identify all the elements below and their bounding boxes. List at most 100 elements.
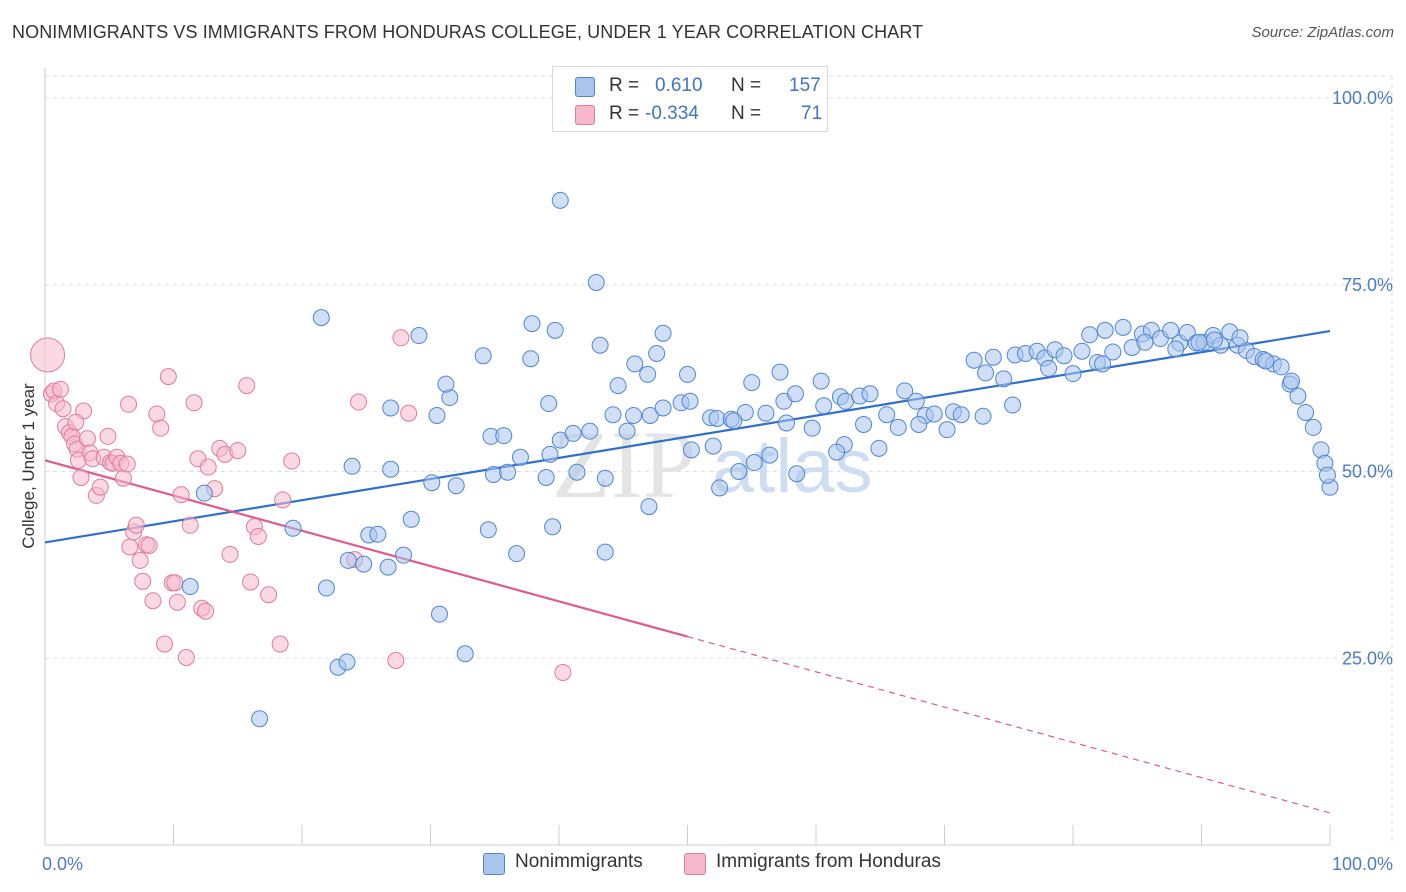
series-immigrants-points xyxy=(30,329,572,681)
point-nonimmigrants xyxy=(1114,318,1132,336)
point-nonimmigrants xyxy=(1040,359,1058,377)
point-nonimmigrants xyxy=(654,324,672,342)
point-immigrants xyxy=(260,586,278,604)
point-immigrants xyxy=(274,491,292,509)
legend-swatch-blue xyxy=(575,77,595,97)
legend-n-label: N = xyxy=(731,75,762,96)
point-nonimmigrants xyxy=(761,446,779,464)
point-immigrants xyxy=(131,551,149,569)
series-nonimmigrants-points xyxy=(181,191,1339,728)
point-nonimmigrants xyxy=(338,653,356,671)
point-nonimmigrants xyxy=(402,510,420,528)
point-nonimmigrants xyxy=(618,422,636,440)
y-tick-label: 100.0% xyxy=(1332,88,1393,108)
point-nonimmigrants xyxy=(609,377,627,395)
point-nonimmigrants xyxy=(395,546,413,564)
point-immigrants xyxy=(121,538,139,556)
point-immigrants xyxy=(78,430,96,448)
point-nonimmigrants xyxy=(952,406,970,424)
legend-swatch-pink xyxy=(575,105,595,125)
legend-r-label: R = xyxy=(609,75,640,96)
point-nonimmigrants xyxy=(551,191,569,209)
trend-lines xyxy=(44,329,1331,814)
legend-label: Nonimmigrants xyxy=(515,851,643,872)
point-nonimmigrants xyxy=(587,274,605,292)
point-nonimmigrants xyxy=(855,415,873,433)
point-nonimmigrants xyxy=(861,385,879,403)
point-nonimmigrants xyxy=(938,421,956,439)
legend-swatch-pink xyxy=(684,853,706,875)
point-nonimmigrants xyxy=(1136,333,1154,351)
point-immigrants xyxy=(185,394,203,412)
point-nonimmigrants xyxy=(626,355,644,373)
axes xyxy=(44,68,1331,846)
legend-r-value: -0.334 xyxy=(645,103,699,124)
point-nonimmigrants xyxy=(544,518,562,536)
y-tick-label: 25.0% xyxy=(1342,648,1393,668)
point-immigrants xyxy=(148,405,166,423)
point-nonimmigrants xyxy=(925,405,943,423)
point-immigrants xyxy=(91,478,109,496)
source-credit: Source: ZipAtlas.com xyxy=(1251,24,1394,41)
point-nonimmigrants xyxy=(639,365,657,383)
point-nonimmigrants xyxy=(1257,352,1275,370)
point-nonimmigrants xyxy=(730,463,748,480)
point-nonimmigrants xyxy=(1272,358,1290,376)
point-nonimmigrants xyxy=(736,403,754,421)
point-nonimmigrants xyxy=(682,441,700,459)
point-immigrants xyxy=(51,380,69,398)
point-immigrants xyxy=(114,469,132,487)
point-nonimmigrants xyxy=(1318,466,1336,484)
point-nonimmigrants xyxy=(641,406,659,424)
point-immigrants xyxy=(221,545,239,563)
point-immigrants xyxy=(283,452,301,470)
point-nonimmigrants xyxy=(1205,331,1223,349)
point-nonimmigrants xyxy=(1297,403,1315,421)
point-immigrants xyxy=(30,337,66,373)
point-nonimmigrants xyxy=(591,336,609,354)
point-immigrants xyxy=(156,635,174,653)
point-immigrants xyxy=(242,573,260,591)
point-nonimmigrants xyxy=(499,463,517,481)
point-nonimmigrants xyxy=(456,645,474,663)
point-nonimmigrants xyxy=(495,427,513,445)
point-immigrants xyxy=(120,395,138,413)
legend-swatch-blue xyxy=(483,853,505,875)
point-nonimmigrants xyxy=(965,351,983,369)
point-nonimmigrants xyxy=(907,392,925,410)
x-tick-label: 0.0% xyxy=(42,854,83,874)
point-nonimmigrants xyxy=(708,409,726,427)
point-nonimmigrants xyxy=(745,454,763,472)
point-nonimmigrants xyxy=(1104,343,1122,361)
y-axis-title: College, Under 1 year xyxy=(19,383,38,549)
point-immigrants xyxy=(392,329,410,347)
point-nonimmigrants xyxy=(1094,355,1112,373)
point-nonimmigrants xyxy=(648,344,666,362)
point-nonimmigrants xyxy=(984,348,1002,366)
trend-line-nonimmigrants xyxy=(44,329,1331,544)
point-nonimmigrants xyxy=(889,418,907,436)
point-immigrants xyxy=(67,413,85,431)
point-nonimmigrants xyxy=(604,406,622,424)
point-nonimmigrants xyxy=(474,347,492,365)
point-immigrants xyxy=(72,468,90,486)
point-nonimmigrants xyxy=(828,443,846,461)
y-tick-label: 75.0% xyxy=(1342,275,1393,295)
point-immigrants xyxy=(140,536,158,554)
point-nonimmigrants xyxy=(284,519,302,537)
point-immigrants xyxy=(554,663,572,681)
legend-n-value: 157 xyxy=(789,75,821,96)
point-nonimmigrants xyxy=(1081,326,1099,344)
legend-n-value: 71 xyxy=(801,103,823,124)
point-nonimmigrants xyxy=(484,465,502,483)
point-immigrants xyxy=(159,368,177,386)
trend-line-immigrants xyxy=(44,459,688,638)
point-immigrants xyxy=(181,516,199,534)
point-immigrants xyxy=(197,602,215,620)
point-nonimmigrants xyxy=(1289,387,1307,405)
point-nonimmigrants xyxy=(581,422,599,440)
point-nonimmigrants xyxy=(540,395,558,413)
point-nonimmigrants xyxy=(910,415,928,433)
point-nonimmigrants xyxy=(430,605,448,623)
